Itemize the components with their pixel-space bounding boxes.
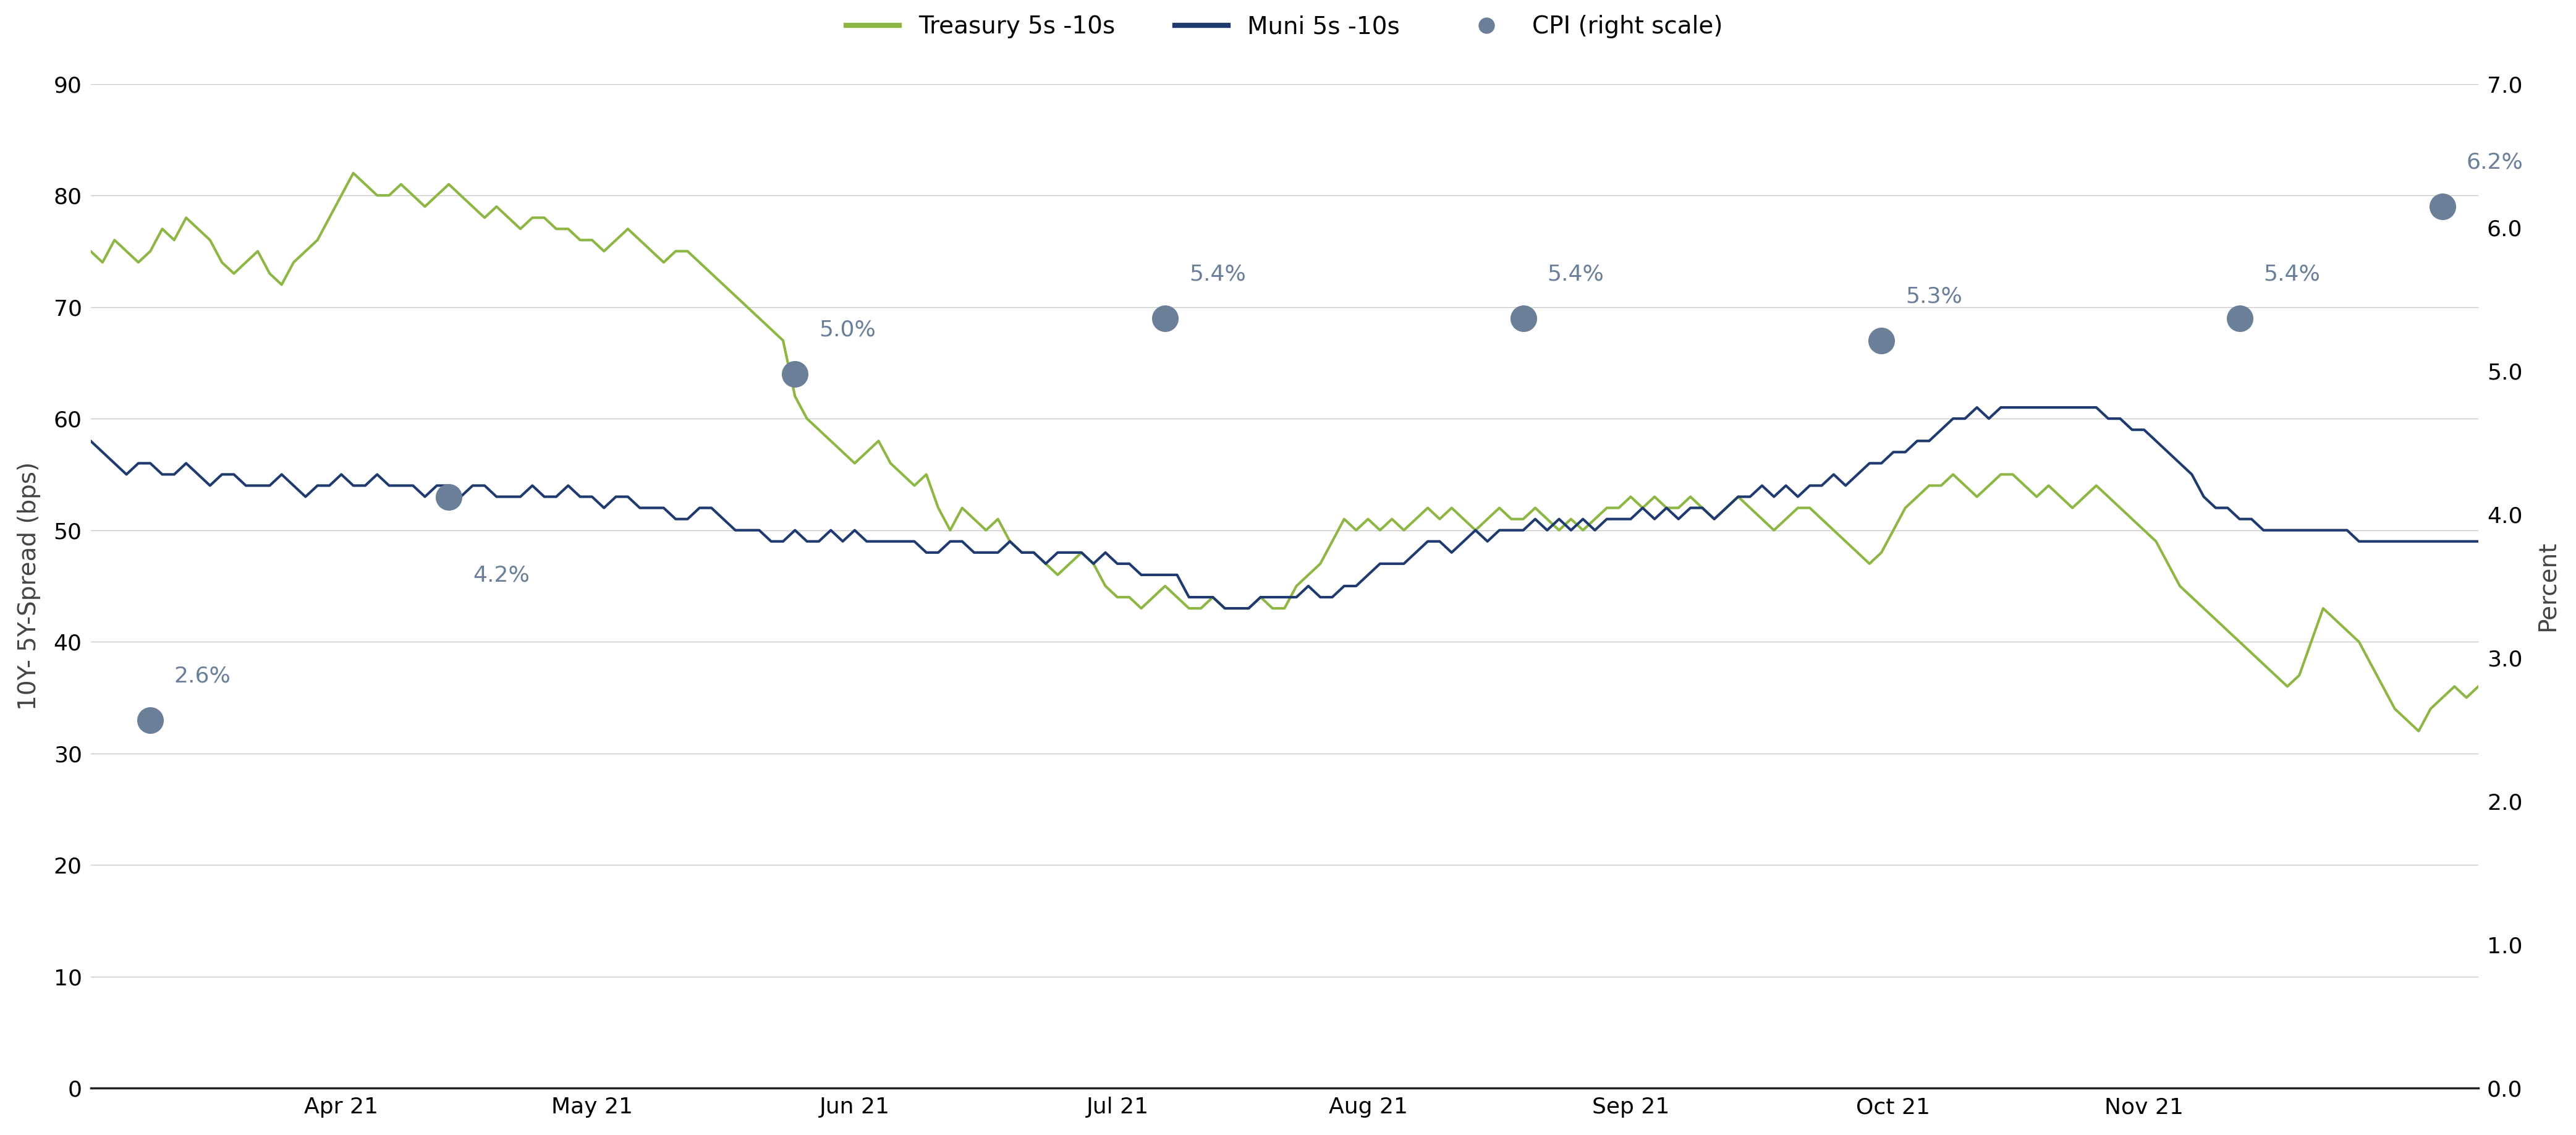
- Point: [2218, 309, 2259, 327]
- Point: [1860, 331, 1901, 350]
- Point: [428, 488, 469, 506]
- Point: [2421, 197, 2463, 216]
- Text: 4.2%: 4.2%: [471, 565, 531, 586]
- Point: [1502, 309, 1543, 327]
- Text: 5.0%: 5.0%: [819, 319, 876, 340]
- Text: 5.4%: 5.4%: [2264, 263, 2321, 285]
- Y-axis label: Percent: Percent: [2535, 540, 2558, 631]
- Point: [775, 364, 817, 382]
- Text: 5.3%: 5.3%: [1906, 286, 1963, 306]
- Legend: Treasury 5s -10s, Muni 5s -10s, CPI (right scale): Treasury 5s -10s, Muni 5s -10s, CPI (rig…: [837, 6, 1731, 48]
- Text: 6.2%: 6.2%: [2465, 152, 2524, 174]
- Text: 5.4%: 5.4%: [1548, 263, 1605, 285]
- Text: 5.4%: 5.4%: [1190, 263, 1247, 285]
- Text: 2.6%: 2.6%: [175, 665, 232, 687]
- Y-axis label: 10Y- 5Y-Spread (bps): 10Y- 5Y-Spread (bps): [18, 462, 41, 711]
- Point: [1144, 309, 1185, 327]
- Point: [129, 711, 170, 729]
